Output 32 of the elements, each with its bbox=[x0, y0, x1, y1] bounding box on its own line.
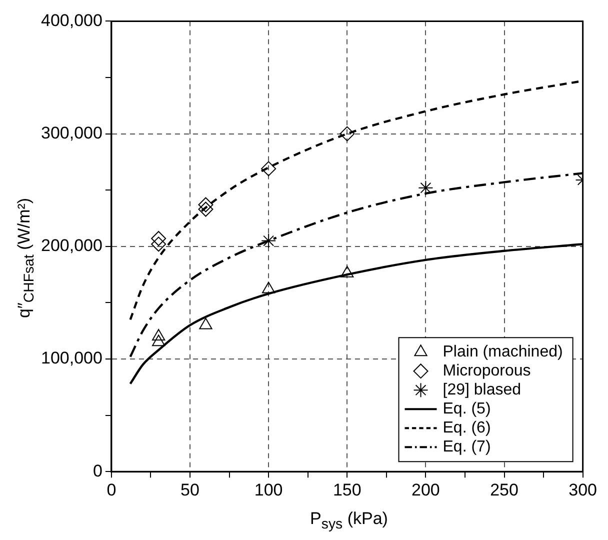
x-tick-label: 300 bbox=[568, 480, 598, 500]
x-tick-label: 250 bbox=[490, 480, 518, 500]
x-tick-label: 150 bbox=[332, 480, 362, 500]
point bbox=[198, 197, 214, 212]
y-tick-label: 0 bbox=[92, 461, 102, 480]
x-tick-label: 100 bbox=[254, 480, 283, 500]
legend-label: Eq. (6) bbox=[442, 420, 491, 437]
x-tick-label: 200 bbox=[412, 480, 440, 500]
x-tick-label: 50 bbox=[180, 480, 200, 500]
x-axis-title: P$_{sys}$ (kPa) bbox=[309, 508, 389, 532]
legend-label: [29] blased bbox=[442, 382, 522, 399]
point bbox=[340, 266, 354, 278]
point bbox=[340, 126, 355, 142]
point bbox=[152, 334, 166, 346]
legend-label: Eq. (7) bbox=[442, 438, 491, 456]
point bbox=[261, 161, 276, 176]
point bbox=[262, 282, 276, 294]
point bbox=[199, 318, 212, 330]
y-tick-label: 400,000 bbox=[41, 10, 102, 30]
point bbox=[151, 236, 166, 252]
legend-label: Microporous bbox=[442, 362, 531, 380]
legend-label: Eq. (5) bbox=[442, 400, 491, 418]
point bbox=[418, 180, 434, 196]
y-tick-label: 100,000 bbox=[41, 348, 102, 368]
legend-label: Plain (machined) bbox=[442, 344, 563, 361]
point bbox=[198, 202, 214, 217]
x-tick-label: 0 bbox=[106, 480, 116, 500]
point bbox=[152, 328, 166, 340]
y-tick-label: 200,000 bbox=[41, 236, 102, 256]
point bbox=[261, 233, 276, 248]
point bbox=[151, 231, 166, 246]
y-tick-label: 300,000 bbox=[41, 123, 102, 142]
